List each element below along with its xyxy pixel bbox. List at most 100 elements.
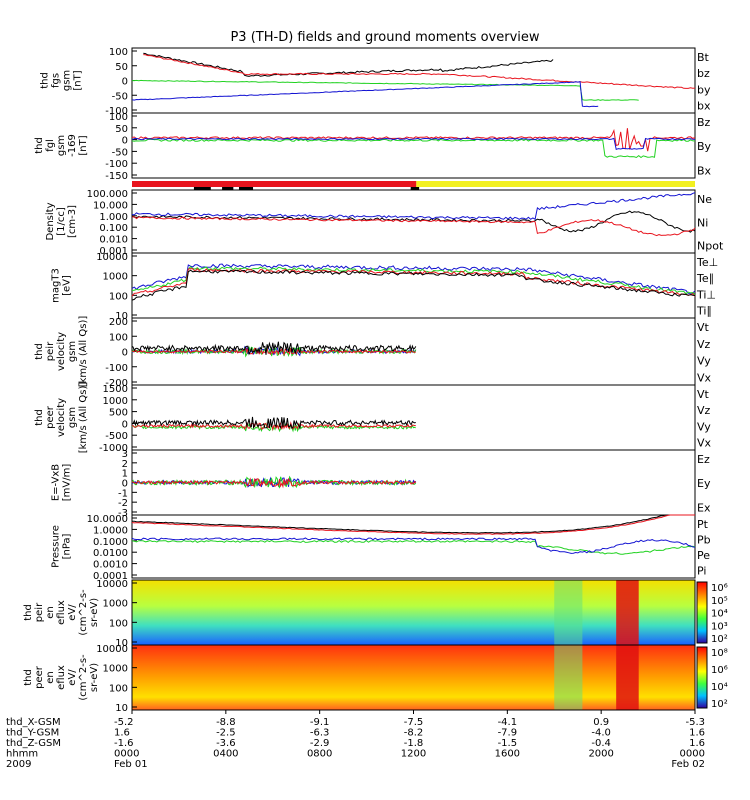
y-tick-label: 100: [109, 618, 128, 629]
colorbar: [696, 646, 708, 709]
y-label-line: gsm: [67, 341, 78, 362]
legend-label: Ex: [697, 501, 711, 514]
y-tick-label: -3: [118, 508, 128, 519]
legend-label: Vx: [697, 436, 712, 449]
legend-label: Vx: [697, 371, 712, 384]
legend-label: Vy: [697, 355, 711, 368]
x-axis-value: -7.9: [498, 728, 518, 739]
y-tick-label: 0.001: [99, 246, 128, 257]
bx-trace: [131, 137, 696, 150]
y-tick-label: 0.1000: [93, 537, 128, 548]
legend-label: by: [697, 83, 711, 96]
x-axis-value: -6.3: [310, 728, 330, 739]
y-label-line: [nPa]: [62, 533, 73, 559]
mode-bar-slow: [132, 181, 417, 187]
legend-label: Pe: [697, 549, 710, 562]
panel-frame: [131, 252, 696, 319]
y-label-line: [cm-3]: [67, 205, 78, 238]
y-label-line: thd: [23, 669, 34, 686]
y-label-line: sr-eV): [89, 598, 100, 627]
pi-trace: [131, 537, 696, 554]
y-label-line: gsm: [56, 135, 67, 156]
legend-label: Pt: [697, 518, 709, 531]
y-label-line: thd: [40, 72, 51, 89]
x-axis-value: 1.6: [689, 728, 705, 739]
y-tick-label: 100: [109, 683, 128, 694]
y-axis-label: thd peir velocity gsm [km/s (All Qs)]: [34, 316, 89, 388]
pb-trace: [131, 514, 695, 535]
y-axis-label: thd fgs gsm [nT]: [40, 70, 84, 91]
x-axis-value: -3.6: [216, 738, 236, 749]
legend-label: Ti⊥: [696, 288, 716, 301]
legend-label: Ez: [697, 453, 710, 466]
y-tick-label: 1000: [103, 396, 128, 407]
colorbar: [696, 581, 708, 644]
x-axis-value: -5.2: [114, 717, 134, 728]
y-label-line: (cm^2-s-: [78, 654, 89, 701]
y-tick-label: -1: [118, 488, 128, 499]
spectrogram-band: [554, 580, 583, 645]
y-tick-label: 1000: [103, 664, 128, 675]
y-tick-label: 50: [115, 62, 128, 73]
panel-frame: [131, 47, 696, 114]
y-tick-label: 10000: [96, 252, 128, 263]
y-tick-label: 100: [109, 291, 128, 302]
x-axis-value: Feb 01: [114, 759, 148, 770]
y-label-line: eV/: [67, 669, 78, 686]
mode-bar-gap: [193, 187, 211, 190]
y-tick-label: 100.000: [87, 189, 128, 200]
x-axis-row-label: hhmm: [6, 749, 38, 760]
y-label-line: [km/s (All Qs)]: [78, 316, 89, 388]
spectrogram-band: [132, 580, 695, 645]
y-tick-label: 0.010: [99, 235, 128, 246]
y-tick-label: 1500: [103, 384, 128, 395]
y-tick-label: 10.000: [93, 200, 128, 211]
y-tick-label: -50: [112, 91, 128, 102]
x-axis-value: -5.3: [685, 717, 705, 728]
colorbar-label: 10⁸: [711, 648, 728, 659]
colorbar-label: 10²: [711, 634, 728, 645]
legend-label: Te⊥: [696, 256, 718, 269]
y-tick-label: 0.0100: [93, 548, 128, 559]
y-label-line: en: [45, 606, 56, 619]
x-axis-row-label: thd_Z-GSM: [6, 738, 61, 749]
legend-label: Ne: [697, 193, 712, 206]
te-par-trace: [131, 269, 696, 301]
y-tick-label: 10: [115, 638, 128, 649]
legend-label: Bt: [697, 51, 710, 64]
npot-trace: [131, 192, 696, 220]
legend-label: Bx: [697, 164, 712, 177]
y-label-line: [nT]: [73, 70, 84, 90]
y-label-line: fgl: [45, 139, 56, 152]
ti-perp-trace: [131, 263, 696, 294]
legend-label: Npot: [697, 240, 724, 253]
y-tick-label: 0.0010: [93, 560, 128, 571]
y-label-line: thd: [34, 343, 45, 360]
y-tick-label: 0.0001: [93, 571, 128, 582]
y-label-line: E=-VxB: [51, 464, 62, 501]
vz-trace: [131, 346, 416, 357]
legend-label: Te∥: [696, 272, 714, 285]
y-label-line: eV/: [67, 604, 78, 621]
pt-trace: [132, 514, 695, 534]
y-label-line: sr-eV): [89, 663, 100, 692]
x-axis-value: 0.9: [593, 717, 609, 728]
spectrogram-band: [616, 645, 639, 710]
y-axis-label: E=-VxB [mV/m]: [51, 464, 73, 502]
x-axis-value: -1.5: [498, 738, 518, 749]
x-axis-value: 0800: [307, 749, 332, 760]
pe-trace: [131, 539, 696, 555]
x-axis-value: -7.5: [404, 717, 424, 728]
y-label-line: eflux: [56, 665, 67, 690]
y-tick-label: 0: [122, 479, 128, 490]
x-axis-value: -1.6: [114, 738, 134, 749]
y-tick-label: 10000: [96, 644, 128, 655]
y-axis-label: thd peer velocity gsm [km/s (All Qs)]: [34, 382, 89, 454]
x-axis-value: -4.0: [591, 728, 611, 739]
x-axis-value: 1.6: [114, 728, 130, 739]
legend-label: bx: [697, 99, 711, 112]
y-axis-label: Pressure [nPa]: [51, 525, 73, 568]
y-label-line: [eV]: [62, 275, 73, 296]
